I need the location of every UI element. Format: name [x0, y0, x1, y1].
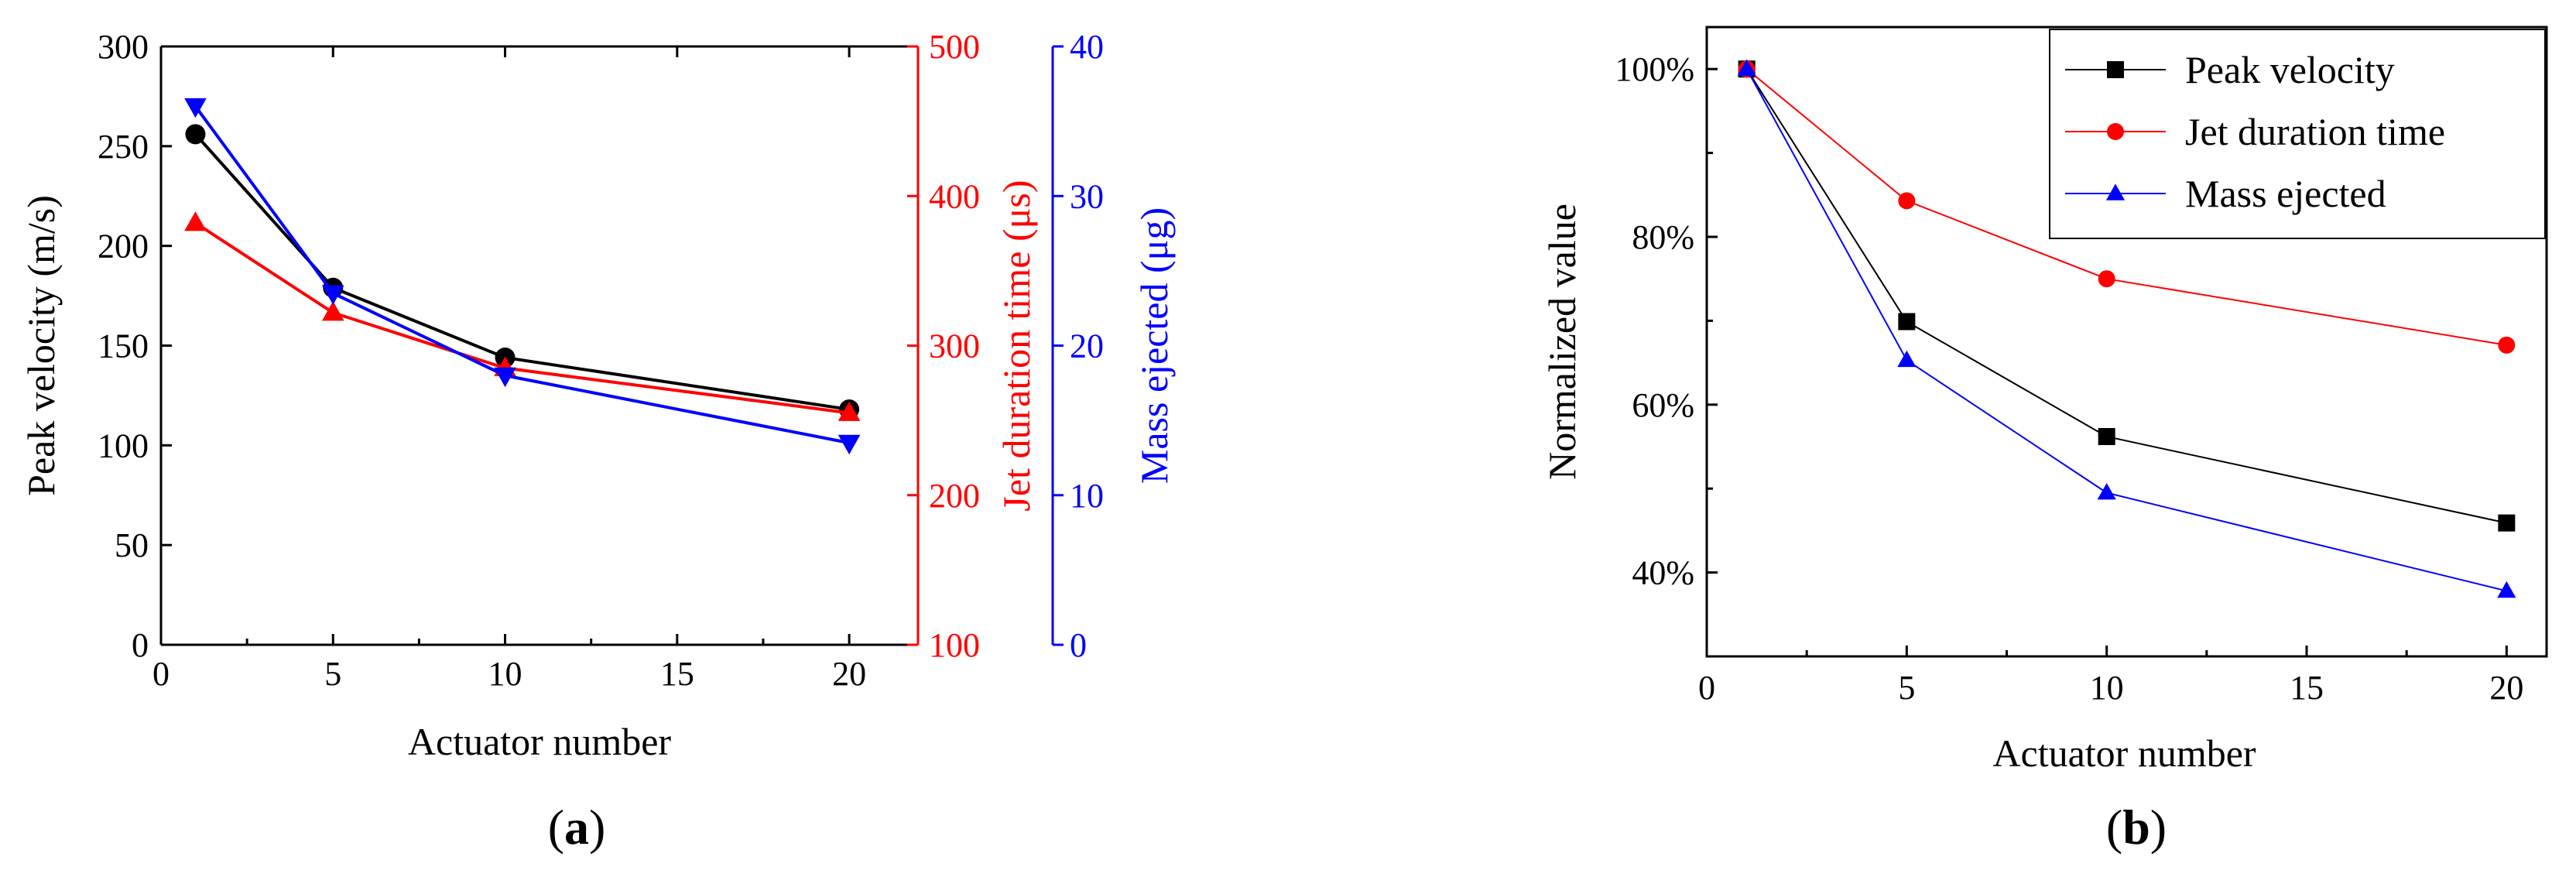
- chart-a-right-2-y-tick-label: 0: [1070, 626, 1087, 664]
- chart-b-legend-label-1: Jet duration time: [2185, 110, 2445, 153]
- chart-b-y-axis-title: Normalized value: [1540, 204, 1584, 480]
- chart-a-y-axis-title-mass-ejected: Mass ejected (μg): [1132, 207, 1176, 484]
- chart-b-axes: 0 5 10 15 20 40% 60% 80% 100%: [1615, 26, 2548, 707]
- chart-b-series-1-point: [2098, 270, 2115, 288]
- chart-b-y-tick-label: 80%: [1632, 218, 1694, 256]
- chart-b-legend-marker-0: [2107, 61, 2124, 78]
- chart-b-legend: Peak velocity Jet duration time Mass eject…: [2049, 29, 2546, 239]
- chart-a-x-tick-label: 0: [152, 655, 170, 693]
- chart-b-series-line-2: [1745, 68, 2507, 592]
- chart-a-caption-paren: (: [548, 800, 564, 855]
- chart-b-series-2-point: [2097, 482, 2116, 500]
- chart-b-series-line-1: [1746, 68, 2507, 346]
- chart-b-x-tick-label: 15: [2290, 669, 2324, 707]
- chart-b-x-tick-label: 5: [1898, 669, 1915, 707]
- chart-a-x-tick-label: 15: [660, 655, 694, 693]
- chart-a-right-2-y-tick-label: 20: [1070, 327, 1104, 365]
- chart-b-y-tick-label: 40%: [1632, 554, 1694, 592]
- chart-a-right-2-y-tick-label: 30: [1070, 177, 1104, 215]
- chart-a-series-1-point: [321, 301, 344, 321]
- chart-a-right-1-y-tick-label: 400: [929, 177, 980, 215]
- chart-a-left-y-tick-label: 150: [98, 327, 149, 365]
- chart-a-left-y-tick-label: 250: [98, 128, 149, 166]
- chart-a-series: [184, 98, 861, 455]
- chart-a-right-1-y-tick-label: 100: [929, 626, 980, 664]
- chart-a-left-y-tick-label: 0: [132, 626, 149, 664]
- chart-a-series-1-point: [838, 401, 861, 421]
- chart-b-series-2-point: [1897, 350, 1917, 368]
- chart-b-series-2-point: [2497, 581, 2516, 598]
- chart-b-legend-label-0: Peak velocity: [2185, 48, 2395, 91]
- chart-b-legend-box: [2049, 29, 2546, 239]
- chart-a-series-2-point: [184, 98, 207, 118]
- chart-a-axes: 0 5 10 15 2005010015020025030010020030040050…: [98, 28, 1104, 693]
- chart-b-series-1-point: [1898, 192, 1916, 210]
- chart-a-right-1-y-tick-label: 200: [929, 477, 980, 515]
- chart-a-series-2-point: [838, 434, 861, 455]
- chart-a-series-line-2: [194, 105, 850, 445]
- chart-b-caption-letter: b: [2122, 800, 2150, 855]
- chart-a-right-2-y-tick-label: 40: [1070, 28, 1104, 66]
- chart-b-x-axis-title: Actuator number: [1992, 731, 2256, 775]
- chart-a-left-y-tick-label: 200: [98, 228, 149, 265]
- chart-b-frame: [1705, 26, 2548, 658]
- chart-a-x-tick-label: 20: [832, 655, 866, 693]
- chart-a-caption-letter: a: [564, 800, 589, 855]
- chart-b-x-tick-label: 10: [2090, 669, 2124, 707]
- chart-a-left-y-tick-label: 50: [115, 526, 149, 564]
- chart-a-right-1-y-tick-label: 300: [929, 327, 980, 365]
- chart-b-x-tick-label: 20: [2489, 669, 2523, 707]
- chart-b-legend-label-2: Mass ejected: [2185, 172, 2386, 215]
- chart-a-series-line-0: [194, 133, 850, 411]
- chart-a-left-y-tick-label: 300: [98, 28, 149, 66]
- chart-b-legend-marker-1: [2107, 123, 2124, 140]
- chart-a-right-2-y-tick-label: 10: [1070, 477, 1104, 515]
- chart-b-series-0-point: [1898, 313, 1916, 331]
- chart-a-x-axis-title: Actuator number: [408, 720, 672, 763]
- chart-a-series-1-point: [184, 211, 207, 231]
- chart-a-right-1-y-tick-label: 500: [929, 28, 980, 66]
- chart-b-series-2-point: [1737, 59, 1756, 76]
- chart-a-x-tick-label: 5: [324, 655, 341, 693]
- chart-a-y-axis-title-peak-velocity: Peak velocity (m/s): [19, 195, 63, 496]
- chart-b-series-0-point: [2098, 427, 2115, 445]
- chart-a: 0 5 10 15 2005010015020025030010020030040050…: [19, 28, 1176, 855]
- chart-b-series: [1737, 59, 2516, 598]
- chart-a-caption: (a): [548, 800, 606, 855]
- chart-a-series-line-1: [194, 221, 850, 415]
- chart-a-left-y-tick-label: 100: [98, 427, 149, 464]
- chart-a-series-0-point: [185, 124, 206, 145]
- chart-a-series-2-point: [321, 285, 344, 305]
- chart-b-series-1-point: [2498, 336, 2516, 354]
- chart-b-legend-marker-2: [2105, 183, 2126, 200]
- chart-b-caption-paren: (: [2106, 800, 2122, 855]
- chart-b-y-tick-label: 100%: [1615, 50, 1694, 88]
- chart-a-caption-paren: ): [589, 800, 605, 855]
- chart-b-series-0-point: [2498, 514, 2516, 532]
- chart-b-y-tick-label: 60%: [1632, 386, 1694, 424]
- chart-b-caption-paren: ): [2150, 800, 2167, 855]
- chart-a-y-axis-title-jet-duration: Jet duration time (μs): [995, 180, 1038, 511]
- chart-a-x-tick-label: 10: [488, 655, 522, 693]
- chart-b-series-line-0: [1745, 68, 2507, 524]
- chart-b-caption: (b): [2106, 800, 2167, 855]
- chart-b-x-tick-label: 0: [1698, 669, 1715, 707]
- chart-a-series-2-point: [494, 367, 516, 388]
- chart-b: 0 5 10 15 20 40% 60% 80% 100% Actuator number No…: [1540, 26, 2548, 855]
